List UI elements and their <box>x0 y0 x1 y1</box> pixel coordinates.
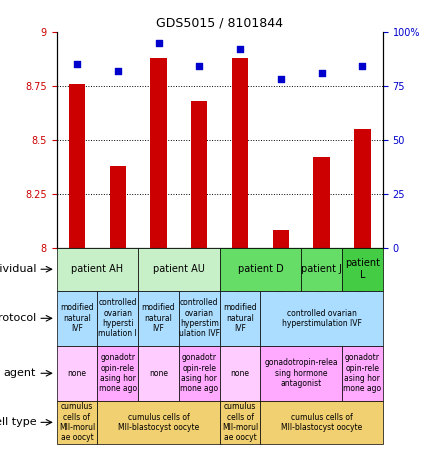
Text: none: none <box>149 369 168 378</box>
FancyBboxPatch shape <box>56 401 97 444</box>
Point <box>358 63 365 70</box>
Bar <box>272 231 288 248</box>
Text: agent: agent <box>4 368 36 378</box>
Bar <box>150 58 166 248</box>
Text: patient AH: patient AH <box>71 264 123 274</box>
FancyBboxPatch shape <box>56 346 97 401</box>
Text: gonadotr
opin-rele
asing hor
mone ago: gonadotr opin-rele asing hor mone ago <box>99 353 136 393</box>
FancyBboxPatch shape <box>178 291 219 346</box>
Text: gonadotr
opin-rele
asing hor
mone ago: gonadotr opin-rele asing hor mone ago <box>180 353 218 393</box>
Point <box>155 39 161 46</box>
Bar <box>109 166 125 248</box>
Text: patient D: patient D <box>237 264 283 274</box>
Text: protocol: protocol <box>0 313 36 323</box>
Bar <box>231 58 248 248</box>
FancyBboxPatch shape <box>341 248 382 291</box>
Bar <box>191 101 207 248</box>
FancyBboxPatch shape <box>97 346 138 401</box>
Text: controlled
ovarian
hyperstim
ulation IVF: controlled ovarian hyperstim ulation IVF <box>178 298 219 338</box>
Point <box>236 45 243 53</box>
Text: modified
natural
IVF: modified natural IVF <box>60 304 94 333</box>
FancyBboxPatch shape <box>341 346 382 401</box>
Point <box>73 60 80 67</box>
FancyBboxPatch shape <box>138 291 178 346</box>
Text: cumulus cells of
MII-blastocyst oocyte: cumulus cells of MII-blastocyst oocyte <box>118 413 199 432</box>
Text: none: none <box>67 369 86 378</box>
FancyBboxPatch shape <box>97 401 219 444</box>
Text: patient J: patient J <box>300 264 342 274</box>
Text: patient
L: patient L <box>344 258 379 280</box>
FancyBboxPatch shape <box>260 401 382 444</box>
Title: GDS5015 / 8101844: GDS5015 / 8101844 <box>156 16 283 29</box>
Point <box>317 69 324 77</box>
FancyBboxPatch shape <box>219 291 260 346</box>
Text: cumulus cells of
MII-blastocyst oocyte: cumulus cells of MII-blastocyst oocyte <box>280 413 362 432</box>
FancyBboxPatch shape <box>138 346 178 401</box>
Bar <box>313 157 329 248</box>
FancyBboxPatch shape <box>56 248 138 291</box>
FancyBboxPatch shape <box>300 248 341 291</box>
FancyBboxPatch shape <box>219 346 260 401</box>
Text: controlled
ovarian
hypersti
mulation I: controlled ovarian hypersti mulation I <box>98 298 137 338</box>
Bar <box>353 129 370 248</box>
Point <box>195 63 202 70</box>
Bar <box>69 83 85 248</box>
FancyBboxPatch shape <box>219 248 300 291</box>
FancyBboxPatch shape <box>138 248 219 291</box>
FancyBboxPatch shape <box>178 346 219 401</box>
FancyBboxPatch shape <box>260 291 382 346</box>
Text: controlled ovarian
hyperstimulation IVF: controlled ovarian hyperstimulation IVF <box>281 308 361 328</box>
Text: gonadotr
opin-rele
asing hor
mone ago: gonadotr opin-rele asing hor mone ago <box>342 353 381 393</box>
Text: modified
natural
IVF: modified natural IVF <box>223 304 256 333</box>
Text: individual: individual <box>0 264 36 274</box>
FancyBboxPatch shape <box>219 401 260 444</box>
Text: patient AU: patient AU <box>153 264 204 274</box>
Text: none: none <box>230 369 249 378</box>
FancyBboxPatch shape <box>97 291 138 346</box>
Point <box>114 67 121 74</box>
FancyBboxPatch shape <box>260 346 341 401</box>
Text: cell type: cell type <box>0 417 36 427</box>
Text: cumulus
cells of
MII-morul
ae oocyt: cumulus cells of MII-morul ae oocyt <box>221 402 258 443</box>
Text: gonadotropin-relea
sing hormone
antagonist: gonadotropin-relea sing hormone antagoni… <box>264 358 337 388</box>
Point <box>277 76 284 83</box>
Text: cumulus
cells of
MII-morul
ae oocyt: cumulus cells of MII-morul ae oocyt <box>59 402 95 443</box>
Text: modified
natural
IVF: modified natural IVF <box>141 304 175 333</box>
FancyBboxPatch shape <box>56 291 97 346</box>
